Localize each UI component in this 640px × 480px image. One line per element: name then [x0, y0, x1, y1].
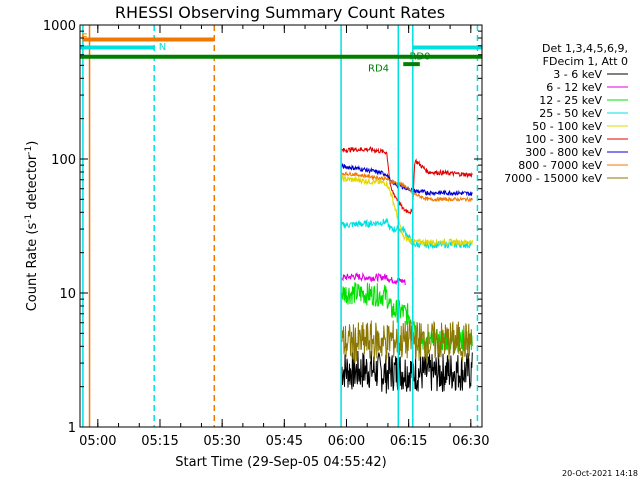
state-label-0: E [81, 33, 87, 44]
series-line-5 [341, 145, 473, 215]
y-label-part-3: ) [25, 141, 40, 146]
state-label-3: RD4 [368, 64, 389, 75]
state-bars: E N RD0 RD4 [80, 33, 482, 75]
state-label-1: N [159, 42, 166, 53]
series-line-3 [341, 217, 473, 250]
series-line-7 [341, 170, 473, 203]
series-line-4 [341, 175, 473, 247]
x-tick-label-1: 05:15 [141, 434, 178, 449]
legend-label-6: 300 - 800 keV [525, 146, 602, 159]
y-tick-label-0: 1 [68, 421, 76, 436]
y-axis-label: Count Rate (s-1 detector-1) [24, 141, 40, 312]
x-tick-label-3: 05:45 [266, 434, 303, 449]
y-axis-ticks: 1 10 100 1000 [43, 19, 482, 436]
legend-label-2: 12 - 25 keV [539, 94, 602, 107]
legend-header-line-1: Det 1,3,4,5,6,9, [542, 42, 628, 55]
legend-label-1: 6 - 12 keV [546, 81, 602, 94]
y-tick-label-2: 100 [51, 153, 76, 168]
series-line-2 [341, 282, 473, 353]
x-axis-ticks: 05:00 05:15 05:30 05:45 06:00 06:15 06:30 [79, 25, 490, 449]
state-label-2: RD0 [409, 52, 430, 63]
plot-frame [79, 24, 483, 428]
series-line-0 [341, 350, 473, 394]
y-tick-label-1: 10 [59, 287, 76, 302]
y-label-sup-2: -1 [24, 146, 34, 155]
legend-label-0: 3 - 6 keV [553, 68, 602, 81]
date-stamp: 20-Oct-2021 14:18 [562, 469, 638, 478]
y-tick-label-3: 1000 [43, 19, 76, 34]
series-line-8 [341, 320, 473, 364]
legend-header-line-2: FDecim 1, Att 0 [543, 55, 628, 68]
y-label-sup-1: -1 [24, 214, 34, 223]
legend: Det 1,3,4,5,6,9, FDecim 1, Att 0 3 - 6 k… [504, 42, 628, 185]
legend-label-5: 100 - 300 keV [525, 133, 602, 146]
legend-label-8: 7000 - 15000 keV [504, 172, 602, 185]
legend-label-7: 800 - 7000 keV [518, 159, 602, 172]
y-label-part-1: Count Rate (s [25, 223, 40, 312]
x-tick-label-0: 05:00 [79, 434, 116, 449]
series-layer [341, 145, 473, 394]
x-tick-label-6: 06:30 [452, 434, 489, 449]
x-tick-label-4: 06:00 [328, 434, 365, 449]
vertical-markers [82, 25, 479, 427]
x-axis-label: Start Time (29-Sep-05 04:55:42) [175, 455, 386, 470]
legend-label-4: 50 - 100 keV [532, 120, 602, 133]
y-label-part-2: detector [25, 154, 40, 214]
chart-title: RHESSI Observing Summary Count Rates [115, 3, 445, 22]
legend-label-3: 25 - 50 keV [539, 107, 602, 120]
x-tick-label-2: 05:30 [203, 434, 240, 449]
x-tick-label-5: 06:15 [390, 434, 427, 449]
series-line-1 [341, 271, 406, 286]
